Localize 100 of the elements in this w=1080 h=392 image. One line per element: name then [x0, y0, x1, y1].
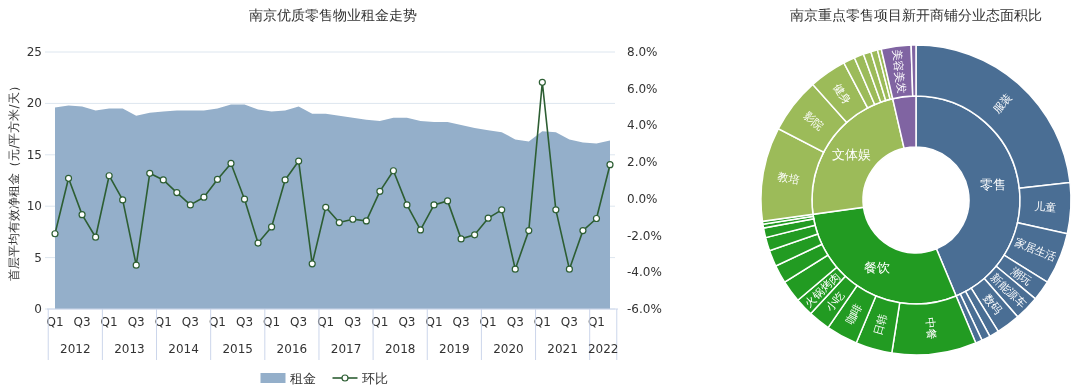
point [295, 157, 303, 165]
x-tick-label: Q3 [73, 315, 91, 329]
point [403, 201, 411, 209]
x-tick-label: Q1 [479, 315, 497, 329]
slice-label: 零售 [979, 176, 1006, 192]
slice-label: 中餐 [923, 316, 939, 341]
point [484, 214, 492, 222]
point [78, 211, 86, 219]
slice-label: 健身 [830, 81, 854, 107]
x-tick-label: Q3 [398, 315, 416, 329]
point [132, 261, 140, 269]
x-tick-label: Q3 [290, 315, 308, 329]
point [579, 227, 587, 235]
x-tick-label: Q3 [506, 315, 524, 329]
y-tick-label: 10 [26, 199, 42, 214]
point [159, 176, 167, 184]
point [389, 167, 398, 175]
point [362, 217, 370, 225]
slice-label: 教培 [776, 170, 801, 187]
slice-label: 文体娱 [831, 147, 871, 163]
point [376, 187, 384, 195]
point [606, 161, 614, 169]
x-tick-label: Q1 [263, 315, 281, 329]
text: 2013 [114, 342, 145, 356]
point [457, 235, 465, 243]
point [592, 214, 601, 223]
y2-tick-label: -6.0% [627, 302, 662, 316]
point [281, 176, 289, 184]
point [254, 239, 262, 247]
point [200, 193, 208, 201]
point [349, 215, 357, 223]
y2-tick-label: 6.0% [627, 81, 658, 96]
text: 2012 [60, 342, 91, 356]
legend-label: 租金 [289, 370, 316, 386]
point [443, 197, 452, 205]
text: 2021 [547, 342, 578, 356]
point [416, 226, 425, 234]
slice-label: 餐饮 [864, 260, 891, 276]
text: 2016 [276, 342, 308, 356]
point [119, 196, 127, 204]
x-tick-label: Q1 [100, 315, 118, 329]
text: 2015 [222, 342, 254, 356]
point [173, 189, 181, 197]
slice-label: 儿童 [1033, 200, 1057, 215]
slice-label: 影院 [800, 109, 827, 133]
text: 2017 [330, 342, 362, 356]
x-tick-label: Q1 [425, 315, 443, 329]
slice-label: 家居生活 [1012, 235, 1059, 265]
x-tick-label: Q1 [587, 315, 606, 329]
text: 2014 [168, 342, 199, 356]
x-tick-label: Q3 [127, 315, 145, 329]
chart-title: 南京重点零售项目新开商铺分业态面积比 [790, 7, 1042, 23]
point [92, 233, 100, 241]
slice-label: 日韩 [871, 312, 891, 338]
x-tick-label: Q3 [560, 315, 578, 329]
y-tick-label: 15 [26, 147, 42, 162]
point [267, 223, 276, 231]
point [511, 265, 519, 273]
point [471, 231, 479, 239]
point [308, 260, 316, 268]
y2-tick-label: 4.0% [627, 118, 658, 133]
x-tick-label: Q3 [235, 315, 254, 329]
y-axis-title: 首层平均有效净租金（元/平方米/天） [7, 80, 21, 281]
point [105, 172, 113, 180]
point [525, 227, 533, 235]
point [51, 230, 59, 238]
x-tick-label: Q1 [46, 315, 64, 329]
text: 2018 [384, 342, 416, 356]
x-tick-label: Q3 [181, 315, 199, 329]
point [227, 159, 235, 168]
point [64, 174, 73, 182]
point [538, 78, 546, 86]
point [186, 201, 194, 209]
y2-tick-label: 8.0% [627, 45, 658, 59]
slice-label: 服装 [990, 91, 1015, 117]
y2-tick-label: -2.0% [627, 228, 662, 243]
point [498, 206, 506, 214]
y-tick-label: 5 [34, 250, 42, 265]
x-tick-label: Q3 [452, 315, 470, 329]
point [146, 169, 154, 177]
point [335, 218, 343, 227]
x-tick-label: Q3 [344, 315, 362, 329]
slice-label: 咖啡 [843, 301, 866, 327]
text: 2019 [439, 342, 470, 356]
y-tick-label: 0 [34, 302, 42, 316]
x-tick-label: Q1 [208, 315, 226, 329]
chart-title: 南京优质零售物业租金走势 [248, 7, 417, 23]
slice-label: 美容美发 [889, 48, 909, 95]
y-tick-label: 20 [26, 96, 42, 111]
point [565, 265, 573, 273]
point [430, 201, 438, 209]
x-tick-label: Q1 [533, 315, 551, 329]
y2-tick-label: 2.0% [627, 155, 658, 170]
point [322, 203, 330, 211]
y2-tick-label: 0.0% [627, 191, 658, 206]
x-tick-label: Q1 [317, 315, 335, 329]
legend-label: 环比 [361, 370, 388, 386]
point [240, 195, 249, 203]
text: 2022 [587, 342, 619, 356]
y-tick-label: 25 [26, 45, 42, 59]
